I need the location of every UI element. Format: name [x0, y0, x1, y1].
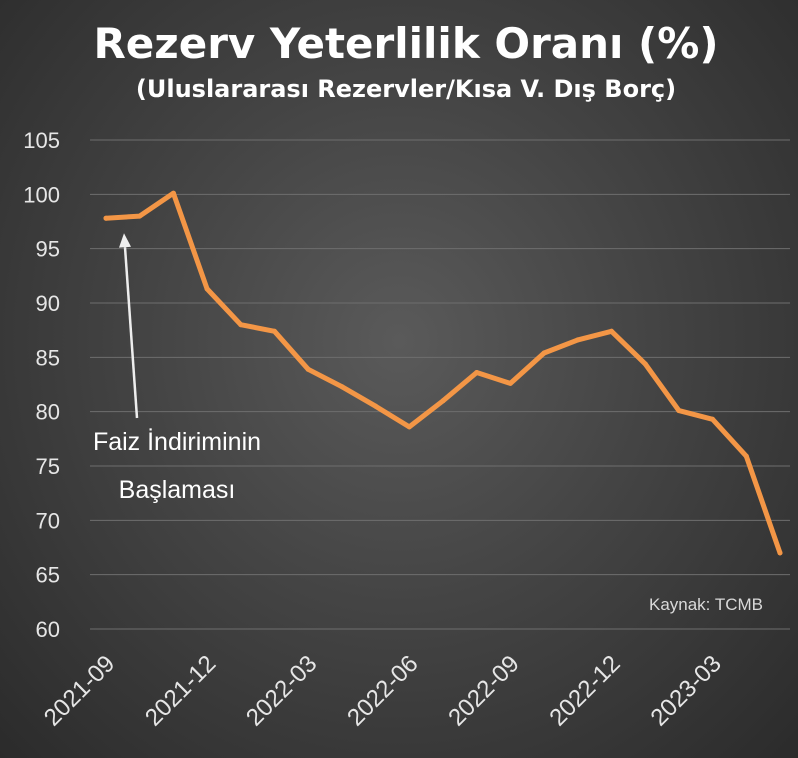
grid-lines — [90, 139, 790, 630]
data-point — [777, 550, 783, 556]
y-tick-label: 75 — [36, 454, 60, 479]
y-tick-label: 80 — [36, 400, 60, 425]
x-tick-label: 2021-09 — [39, 650, 120, 731]
data-point — [272, 328, 277, 334]
data-point — [743, 453, 749, 459]
y-tick-label: 65 — [36, 563, 60, 588]
series-layer — [103, 190, 783, 556]
data-point — [440, 398, 446, 404]
annotation-arrowhead — [119, 233, 131, 248]
y-tick-label: 70 — [36, 508, 60, 533]
data-point — [170, 190, 176, 196]
x-tick-label: 2022-03 — [241, 650, 322, 731]
y-tick-label: 60 — [36, 617, 60, 642]
data-point — [710, 416, 716, 422]
annotation-line-1: Faiz İndiriminin — [93, 427, 261, 456]
data-point — [103, 215, 109, 221]
annotation-line-2: Başlaması — [119, 476, 236, 504]
data-point — [575, 337, 581, 343]
data-point — [373, 403, 379, 409]
data-point — [541, 350, 547, 356]
data-point — [609, 328, 614, 334]
chart-subtitle: (Uluslararası Rezervler/Kısa V. Dış Borç… — [136, 75, 676, 103]
y-axis-ticks: 60 65 70 75 80 85 90 95 100 105 — [23, 128, 60, 642]
y-tick-label: 90 — [36, 291, 60, 316]
data-point — [642, 361, 648, 367]
y-tick-label: 95 — [36, 237, 60, 262]
x-tick-label: 2021-12 — [140, 650, 221, 731]
x-tick-label: 2022-09 — [443, 650, 524, 731]
data-point — [474, 370, 480, 375]
data-point — [238, 322, 244, 328]
y-tick-label: 85 — [36, 345, 60, 370]
annotation: Faiz İndiriminin Başlaması — [93, 233, 261, 504]
annotation-arrow — [123, 247, 139, 419]
x-tick-label: 2023-03 — [645, 650, 726, 731]
data-point — [339, 384, 345, 390]
data-point — [406, 424, 412, 430]
x-axis-ticks: 2021-09 2021-12 2022-03 2022-06 2022-09 2022-… — [39, 650, 727, 731]
y-tick-label: 105 — [23, 128, 60, 153]
data-point — [676, 408, 682, 414]
source-label: Kaynak: TCMB — [649, 595, 763, 614]
data-point — [204, 286, 210, 292]
y-tick-label: 100 — [23, 182, 60, 207]
data-point — [507, 380, 513, 386]
x-tick-label: 2022-12 — [544, 650, 625, 731]
x-tick-label: 2022-06 — [342, 650, 423, 731]
data-point — [305, 366, 311, 372]
data-point — [137, 213, 143, 219]
chart-title: Rezerv Yeterlilik Oranı (%) — [93, 19, 718, 68]
